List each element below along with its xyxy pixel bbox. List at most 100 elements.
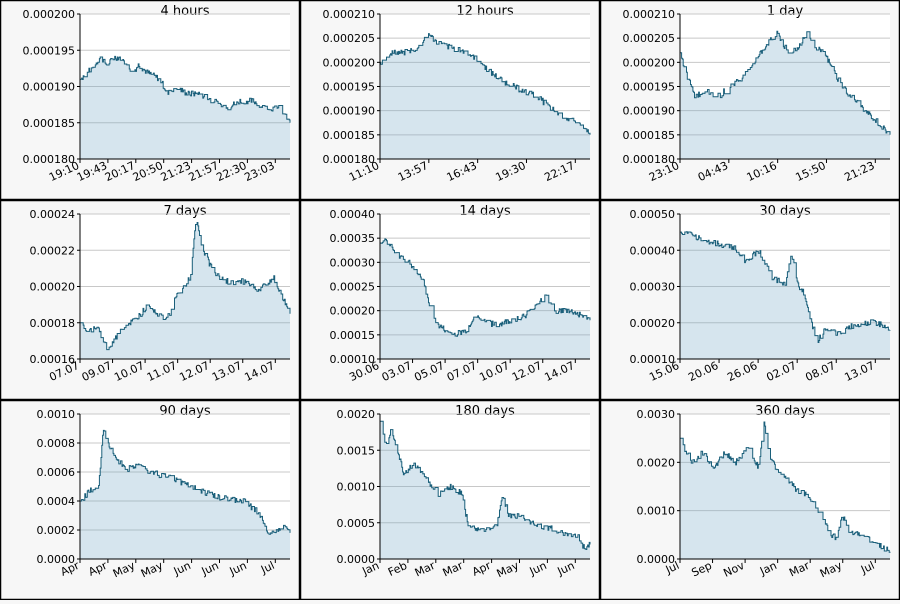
x-tick-label: Jul (858, 559, 876, 577)
y-tick-label: 0.000210 (623, 8, 676, 21)
price-line (680, 30, 891, 135)
price-line (80, 222, 291, 351)
price-area-fill (680, 31, 890, 160)
y-tick-label: 0.0010 (637, 505, 676, 518)
chart-panel: 90 days 0.0000 0.0002 0.0004 0.0006 0.0008 0.0… (0, 399, 301, 601)
y-tick-label: 0.00020 (630, 317, 676, 330)
price-line (680, 421, 891, 553)
y-tick-label: 0.0030 (637, 408, 676, 421)
chart-svg: 90 days 0.0000 0.0002 0.0004 0.0006 0.0008 0.0… (0, 399, 301, 601)
price-line (80, 429, 291, 535)
y-tick-label: 0.00030 (330, 256, 376, 269)
chart-panel: 12 hours 0.000180 0.000185 0.000190 0.000195… (299, 0, 601, 201)
y-tick-label: 0.000205 (323, 32, 376, 45)
chart-panel: 180 days 0.0000 0.0005 0.0010 0.0015 0.0020 Ja… (299, 399, 601, 601)
price-area-fill (80, 430, 290, 559)
chart-svg: 30 days 0.00010 0.00020 0.00030 0.00040 0.000… (599, 199, 900, 401)
y-tick-label: 0.0000 (637, 553, 676, 566)
price-area-fill (680, 422, 890, 559)
chart-panel: 7 days 0.00016 0.00018 0.00020 0.00022 0.0002… (0, 199, 301, 401)
y-tick-label: 0.000190 (323, 105, 376, 118)
chart-title: 1 day (767, 4, 804, 19)
price-line (380, 238, 591, 337)
y-tick-label: 0.00010 (330, 353, 376, 366)
y-tick-label: 0.0010 (337, 481, 376, 494)
y-tick-label: 0.0004 (37, 495, 76, 508)
y-tick-label: 0.000195 (323, 81, 376, 94)
chart-panel: 360 days 0.0000 0.0010 0.0020 0.0030 Jul Sep No… (599, 399, 900, 601)
y-tick-label: 0.000195 (623, 81, 676, 94)
y-tick-label: 0.0000 (37, 553, 76, 566)
y-tick-label: 0.00030 (630, 281, 676, 294)
y-tick-label: 0.000205 (623, 32, 676, 45)
y-tick-label: 0.000180 (623, 153, 676, 166)
chart-title: 12 hours (456, 4, 513, 19)
y-tick-label: 0.000200 (23, 8, 76, 21)
chart-svg: 1 day 0.000180 0.000185 0.000190 0.000195 0.0… (599, 0, 900, 201)
y-tick-label: 0.000195 (23, 44, 76, 57)
chart-title: 14 days (459, 204, 511, 219)
chart-title: 180 days (455, 404, 515, 419)
y-tick-label: 0.00015 (330, 329, 376, 342)
y-tick-label: 0.0015 (337, 444, 376, 457)
y-tick-label: 0.0008 (37, 437, 76, 450)
y-tick-label: 0.000185 (23, 117, 76, 130)
y-tick-label: 0.00020 (330, 305, 376, 318)
chart-svg: 7 days 0.00016 0.00018 0.00020 0.00022 0.0002… (0, 199, 301, 401)
chart-panel: 4 hours 0.000180 0.000185 0.000190 0.000195 0… (0, 0, 301, 201)
chart-svg: 180 days0.00000.00050.00100.00150.0020Ja… (299, 399, 601, 601)
y-tick-label: 0.0006 (37, 466, 76, 479)
y-tick-label: 0.00010 (630, 353, 676, 366)
y-tick-label: 0.00022 (30, 244, 76, 257)
price-area-fill (680, 231, 890, 359)
chart-panel: 30 days 0.00010 0.00020 0.00030 0.00040 0.000… (599, 199, 900, 401)
y-tick-label: 0.000185 (623, 129, 676, 142)
y-tick-label: 0.00024 (30, 208, 76, 221)
y-tick-label: 0.0000 (337, 553, 376, 566)
plot-area (80, 414, 290, 559)
y-tick-label: 0.000190 (23, 81, 76, 94)
chart-title: 30 days (759, 204, 811, 219)
y-tick-label: 0.00018 (30, 317, 76, 330)
y-tick-label: 0.000180 (23, 153, 76, 166)
y-tick-label: 0.000210 (323, 8, 376, 21)
y-tick-label: 0.000190 (623, 105, 676, 118)
y-tick-label: 0.0020 (337, 408, 376, 421)
y-tick-label: 0.000185 (323, 129, 376, 142)
chart-title: 7 days (163, 204, 206, 219)
chart-svg: 14 days 0.00010 0.00015 0.00020 0.00025 0.000… (299, 199, 601, 401)
price-area-fill (380, 33, 590, 159)
chart-title: 4 hours (161, 4, 210, 19)
price-line (380, 420, 591, 550)
x-tick-label: Jul (258, 559, 276, 577)
y-tick-label: 0.00016 (30, 353, 76, 366)
price-area-fill (380, 238, 590, 359)
price-line (380, 33, 591, 135)
y-tick-label: 0.00040 (630, 244, 676, 257)
chart-panel: 14 days 0.00010 0.00015 0.00020 0.00025 0.000… (299, 199, 601, 401)
price-area-fill (80, 56, 290, 159)
y-tick-label: 0.00050 (630, 208, 676, 221)
plot-area (680, 414, 890, 559)
chart-title: 90 days (159, 404, 211, 419)
y-tick-label: 0.00020 (30, 281, 76, 294)
chart-title: 360 days (755, 404, 815, 419)
price-area-fill (80, 222, 290, 359)
y-tick-label: 0.00040 (330, 208, 376, 221)
y-tick-label: 0.000180 (323, 153, 376, 166)
chart-panel: 1 day 0.000180 0.000185 0.000190 0.000195 0.0… (599, 0, 900, 201)
price-line (680, 231, 891, 343)
y-tick-label: 0.0002 (37, 524, 76, 537)
x-tick-label: Jul (663, 559, 681, 577)
chart-svg: 12 hours 0.000180 0.000185 0.000190 0.000195… (299, 0, 601, 201)
y-tick-label: 0.000200 (323, 56, 376, 69)
y-tick-label: 0.0020 (637, 456, 676, 469)
y-tick-label: 0.0010 (37, 408, 76, 421)
y-tick-label: 0.00035 (330, 232, 376, 245)
y-tick-label: 0.000200 (623, 56, 676, 69)
price-line (80, 55, 291, 123)
chart-svg: 4 hours 0.000180 0.000185 0.000190 0.000195 0… (0, 0, 301, 201)
y-tick-label: 0.0005 (337, 517, 376, 530)
